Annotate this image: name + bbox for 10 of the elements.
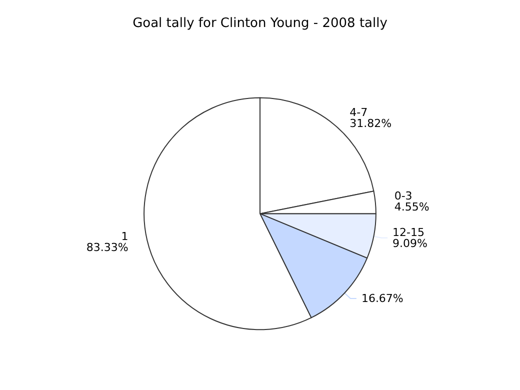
data-label: 31.82% bbox=[350, 116, 392, 130]
slice-label: 4-7 bbox=[350, 106, 368, 119]
data-label: 83.33% bbox=[86, 240, 128, 254]
chart-title: Goal tally for Clinton Young - 2008 tally bbox=[132, 16, 388, 31]
slice-label: 0-3 bbox=[394, 190, 412, 203]
data-label: 4.55% bbox=[394, 200, 430, 214]
data-label: 16.67% bbox=[361, 292, 404, 305]
data-label: 9.09% bbox=[392, 236, 428, 250]
slice-label: 12-15 bbox=[392, 226, 425, 239]
slice-label: 1 bbox=[121, 230, 128, 243]
